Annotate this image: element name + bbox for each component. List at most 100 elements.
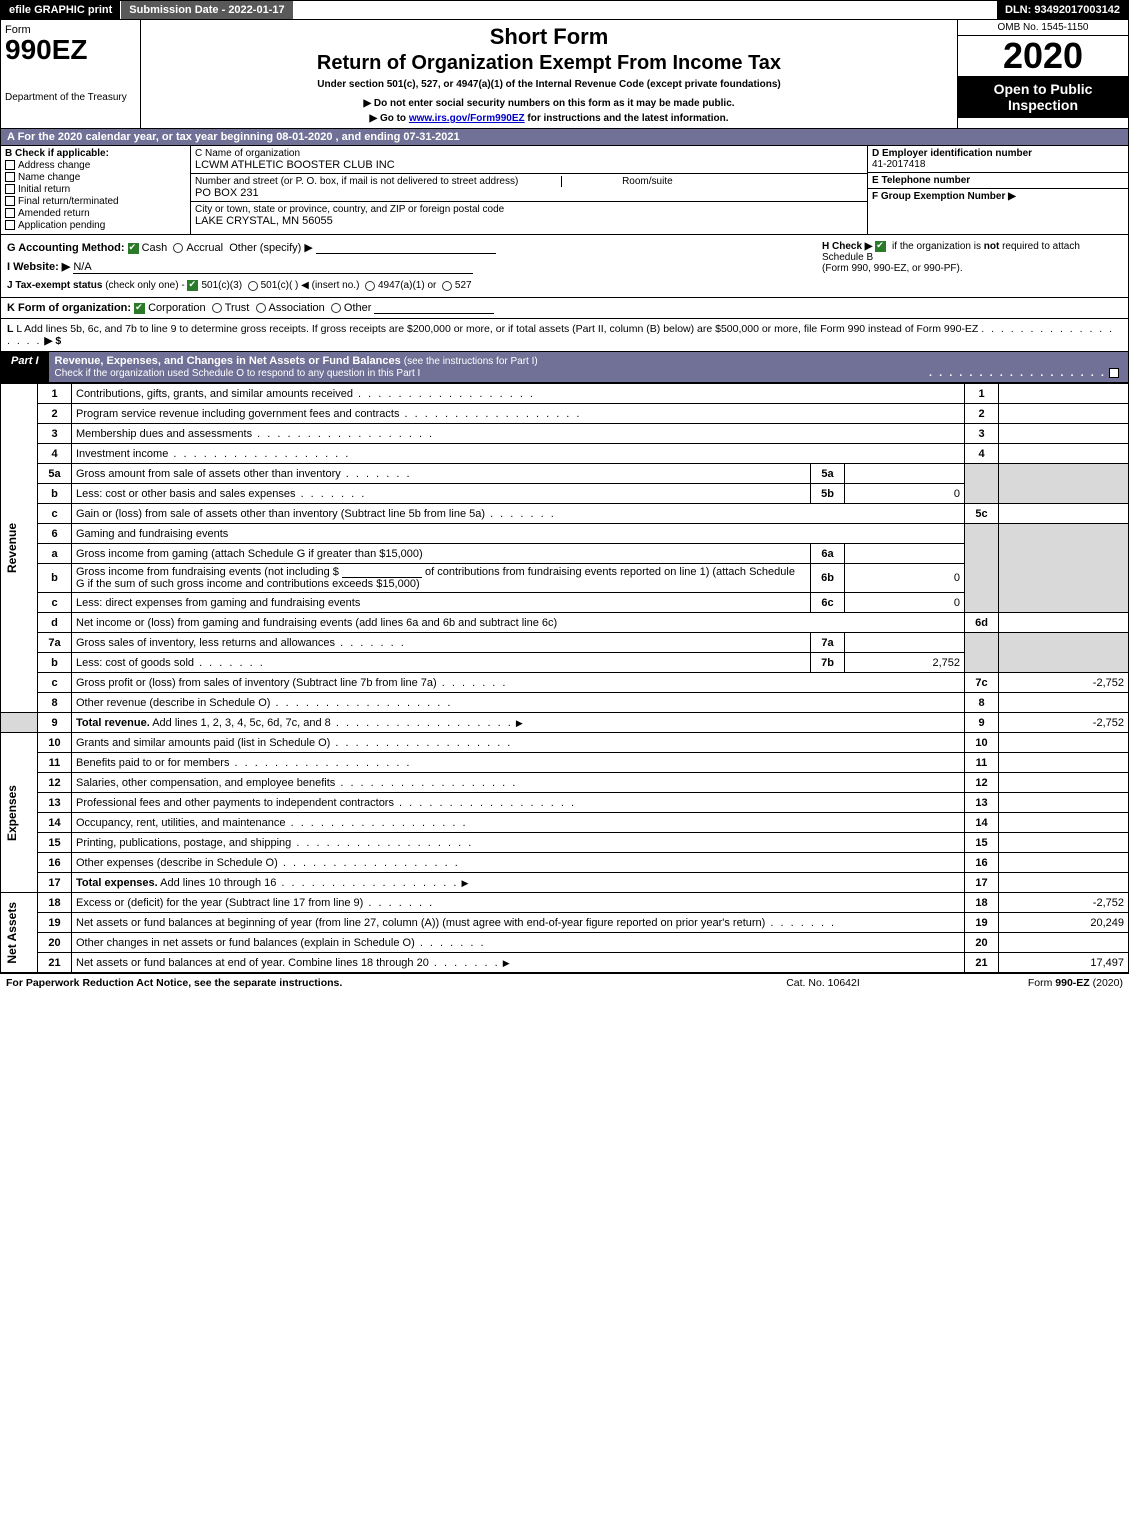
h-check-label: H Check ▶	[822, 241, 872, 252]
line-desc: Total expenses.	[76, 877, 158, 889]
tax-year: 2020	[958, 36, 1128, 77]
line-desc: Other expenses (describe in Schedule O)	[76, 857, 278, 869]
line-num: d	[38, 613, 72, 633]
return-title: Return of Organization Exempt From Incom…	[147, 52, 951, 75]
out-num: 19	[965, 913, 999, 933]
radio-other-org[interactable]	[331, 303, 341, 313]
form-header: Form 990EZ Department of the Treasury Sh…	[0, 20, 1129, 129]
footer-left: For Paperwork Reduction Act Notice, see …	[6, 977, 723, 989]
line-desc: Other changes in net assets or fund bala…	[76, 937, 415, 949]
footer-right-pre: Form	[1028, 977, 1055, 989]
form-id-block: Form 990EZ Department of the Treasury	[1, 20, 141, 128]
sub-val	[845, 544, 965, 564]
line-desc: Contributions, gifts, grants, and simila…	[76, 388, 353, 400]
dots-icon	[929, 367, 1106, 379]
checkbox-final-return[interactable]	[5, 196, 15, 206]
part-1-label: Part I	[1, 352, 49, 382]
dots-icon	[168, 448, 350, 460]
shaded-cell	[965, 524, 999, 613]
radio-association[interactable]	[256, 303, 266, 313]
telephone-label: E Telephone number	[872, 175, 1124, 186]
box-c: C Name of organization LCWM ATHLETIC BOO…	[191, 146, 868, 234]
goto-post: for instructions and the latest informat…	[525, 113, 729, 124]
org-name-label: C Name of organization	[195, 148, 863, 159]
checkbox-application-pending[interactable]	[5, 220, 15, 230]
checkbox-cash[interactable]	[128, 243, 139, 254]
checkbox-schedule-o[interactable]	[1109, 368, 1119, 378]
line-num: 18	[38, 893, 72, 913]
dots-icon	[252, 428, 434, 440]
submission-date-label: Submission Date - 2022-01-17	[120, 1, 293, 19]
radio-527[interactable]	[442, 281, 452, 291]
dots-icon	[437, 677, 508, 689]
efile-print-label[interactable]: efile GRAPHIC print	[1, 1, 120, 19]
row-l-amount-prefix: ▶ $	[44, 335, 61, 347]
label-association: Association	[269, 302, 325, 314]
footer-right: Form 990-EZ (2020)	[923, 977, 1123, 989]
shaded-cell	[999, 464, 1129, 504]
out-num: 17	[965, 873, 999, 893]
line-desc: Gaming and fundraising events	[76, 528, 228, 540]
line-num: 20	[38, 933, 72, 953]
checkbox-501c3[interactable]	[187, 280, 198, 291]
line-num: 9	[38, 713, 72, 733]
line-desc: Net assets or fund balances at end of ye…	[76, 957, 429, 969]
footer-cat-no: Cat. No. 10642I	[723, 977, 923, 989]
line-num: 17	[38, 873, 72, 893]
line-num: 8	[38, 693, 72, 713]
org-name-value: LCWM ATHLETIC BOOSTER CLUB INC	[195, 159, 863, 171]
goto-pre: ▶ Go to	[369, 113, 408, 124]
line-desc: Professional fees and other payments to …	[76, 797, 394, 809]
sub-val: 0	[845, 484, 965, 504]
other-org-field[interactable]	[374, 302, 494, 314]
line-desc: Less: direct expenses from gaming and fu…	[76, 597, 360, 609]
goto-link[interactable]: www.irs.gov/Form990EZ	[409, 113, 525, 124]
right-header-block: OMB No. 1545-1150 2020 Open to Public In…	[958, 20, 1128, 128]
other-specify-field[interactable]	[316, 242, 496, 254]
dots-icon	[485, 508, 556, 520]
part-1-header: Part I Revenue, Expenses, and Changes in…	[0, 352, 1129, 383]
checkbox-name-change[interactable]	[5, 172, 15, 182]
out-val	[999, 384, 1129, 404]
line-desc-6b-1: Gross income from fundraising events (no…	[76, 566, 339, 578]
radio-4947[interactable]	[365, 281, 375, 291]
out-num: 8	[965, 693, 999, 713]
form-of-org-label: K Form of organization:	[7, 302, 131, 314]
dots-icon	[363, 897, 434, 909]
line-num: 11	[38, 753, 72, 773]
sub-label: 7b	[811, 653, 845, 673]
dots-icon	[278, 857, 460, 869]
line-desc: Program service revenue including govern…	[76, 408, 399, 420]
out-val	[999, 873, 1129, 893]
contrib-field[interactable]	[342, 566, 422, 578]
radio-501c[interactable]	[248, 281, 258, 291]
label-cash: Cash	[142, 242, 168, 254]
tax-exempt-label: J Tax-exempt status	[7, 280, 102, 291]
line-desc: Salaries, other compensation, and employ…	[76, 777, 335, 789]
out-val	[999, 793, 1129, 813]
checkbox-initial-return[interactable]	[5, 184, 15, 194]
checkbox-corporation[interactable]	[134, 303, 145, 314]
revenue-section-label: Revenue	[5, 523, 19, 573]
radio-accrual[interactable]	[173, 243, 183, 253]
radio-trust[interactable]	[212, 303, 222, 313]
room-suite-label: Room/suite	[561, 176, 673, 187]
out-val	[999, 933, 1129, 953]
line-num: 10	[38, 733, 72, 753]
rows-ghij: G Accounting Method: Cash Accrual Other …	[0, 235, 1129, 298]
part-1-title-hint: (see the instructions for Part I)	[404, 356, 538, 367]
footer-right-post: (2020)	[1090, 977, 1123, 989]
sub-val: 0	[845, 593, 965, 613]
out-val	[999, 504, 1129, 524]
out-val	[999, 733, 1129, 753]
line-num: 21	[38, 953, 72, 973]
line-desc: Total revenue.	[76, 717, 150, 729]
box-def: D Employer identification number 41-2017…	[868, 146, 1128, 234]
label-other-specify: Other (specify) ▶	[229, 242, 313, 254]
checkbox-address-change[interactable]	[5, 160, 15, 170]
checkbox-h-not-required[interactable]	[875, 241, 886, 252]
checkbox-amended-return[interactable]	[5, 208, 15, 218]
line-num: 6	[38, 524, 72, 544]
ein-label: D Employer identification number	[872, 148, 1124, 159]
topbar-spacer	[294, 1, 997, 19]
